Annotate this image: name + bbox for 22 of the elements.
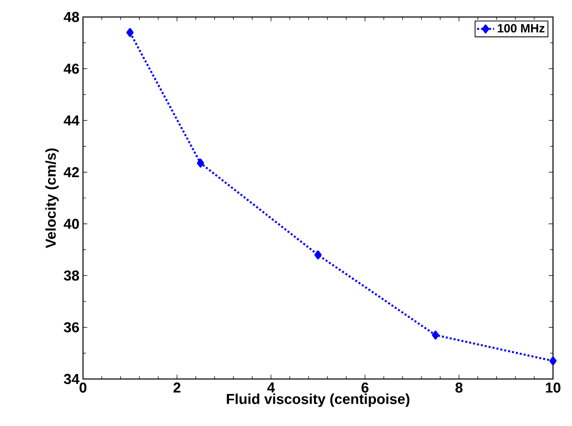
point [196,158,204,168]
y-tick-label: 36 [64,322,79,332]
y-axis-title: Velocity (cm/s) [45,148,59,248]
x-tick-label: 4 [267,382,275,392]
point [549,356,557,366]
legend-label: 100 MHz [498,24,544,32]
x-axis-title: Fluid viscosity (centipoise) [226,394,410,407]
y-tick-label: 42 [64,167,79,178]
x-tick-label: 6 [362,382,368,393]
x-tick-label: 8 [455,382,463,393]
x-tick-label: 0 [80,382,86,393]
y-tick-label: 40 [64,218,79,229]
y-tick-label: 48 [64,12,80,22]
y-tick-label: 38 [64,270,80,281]
point [314,250,322,260]
x-tick-label: 2 [174,382,180,393]
point [126,28,134,37]
point [432,330,440,340]
y-tick-label: 46 [64,64,79,74]
y-tick-label: 44 [64,115,80,126]
x-tick-label: 10 [546,382,560,393]
y-tick-label: 34 [64,374,80,384]
